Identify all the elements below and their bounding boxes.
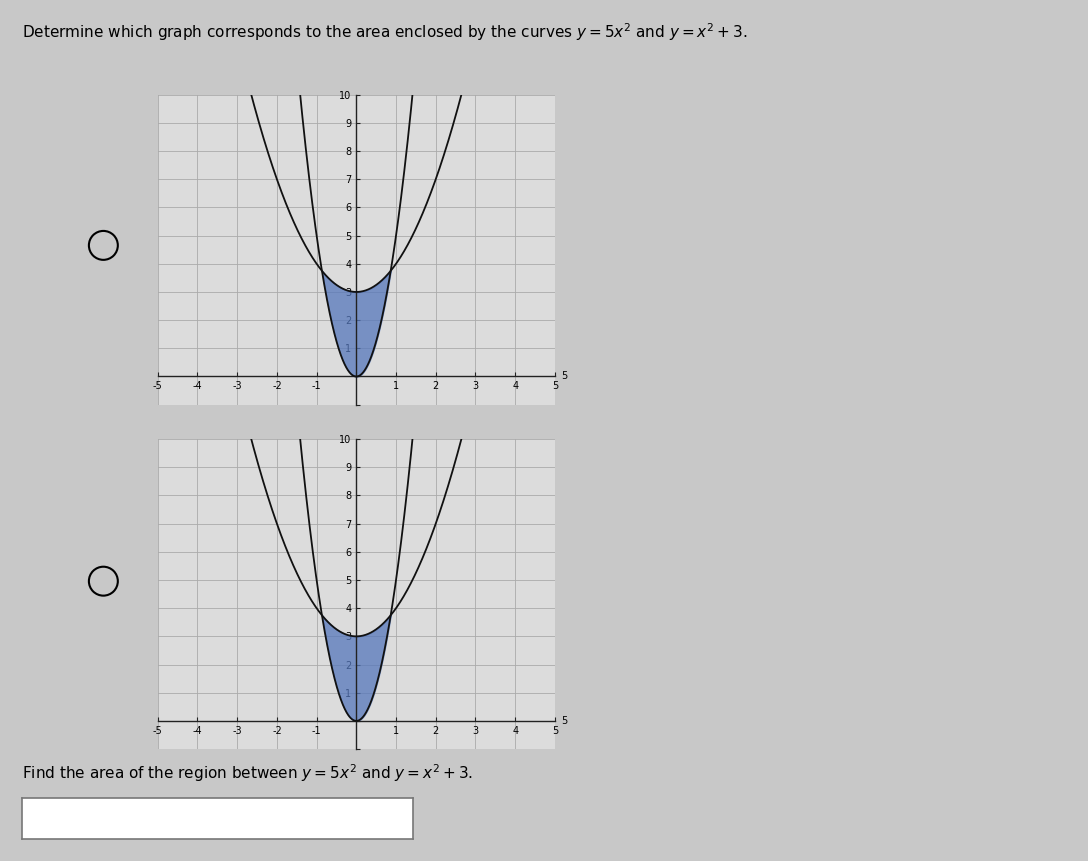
Text: Determine which graph corresponds to the area enclosed by the curves $y = 5x^2$ : Determine which graph corresponds to the… (22, 22, 747, 43)
Text: Find the area of the region between $y = 5x^2$ and $y = x^2 + 3$.: Find the area of the region between $y =… (22, 762, 473, 784)
Text: 5: 5 (560, 715, 567, 726)
Text: 5: 5 (560, 371, 567, 381)
